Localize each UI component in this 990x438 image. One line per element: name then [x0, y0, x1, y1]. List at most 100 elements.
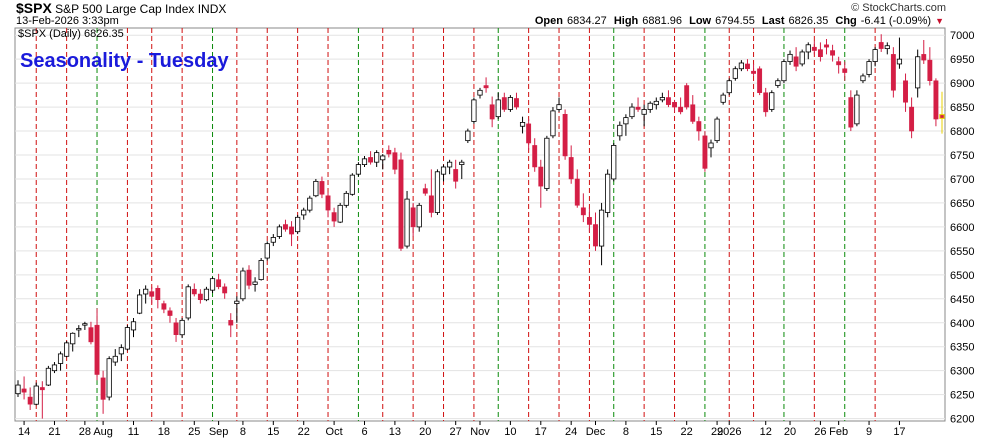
x-tick-label: 28 [79, 426, 91, 438]
candle-body [586, 217, 592, 225]
x-tick-label: Dec [586, 426, 606, 438]
candle-body [890, 54, 896, 91]
candle-body [519, 122, 526, 127]
low-label: Low [689, 15, 712, 27]
candle-body [550, 110, 556, 137]
x-tick-label: 2026 [717, 426, 741, 438]
candle-body [623, 117, 629, 125]
candle-body [149, 291, 155, 297]
candle-body [848, 97, 854, 128]
candle-body [781, 61, 787, 82]
candle-body [203, 288, 210, 301]
candle-body [568, 157, 574, 180]
y-tick-label: 6450 [950, 294, 974, 306]
candle-body [811, 46, 817, 51]
x-tick-label: 26 [814, 426, 826, 438]
x-tick-label: Nov [470, 426, 490, 438]
overlay-title: Seasonality - Tuesday [20, 50, 229, 72]
candle-body [635, 106, 641, 110]
candle-body [939, 114, 945, 119]
candle-body [544, 137, 550, 189]
candle-body [708, 142, 714, 149]
symbol-title: $SPX S&P 500 Large Cap Index INDX [16, 0, 226, 16]
candle-body [453, 169, 459, 182]
y-tick-label: 6850 [950, 102, 974, 114]
candle-body [538, 166, 544, 187]
candle-body [495, 99, 501, 118]
y-tick-label: 6200 [950, 414, 974, 426]
candle-body [307, 197, 313, 211]
candle-body [39, 387, 45, 391]
candle-body [854, 94, 860, 125]
index-name: S&P 500 Large Cap Index [55, 2, 195, 16]
candle-body [368, 157, 374, 163]
candle-body [574, 178, 580, 206]
candle-body [331, 212, 337, 222]
y-tick-label: 6300 [950, 366, 974, 378]
candle-body [836, 61, 842, 66]
x-tick-label: 11 [128, 426, 139, 438]
exchange: INDX [197, 2, 227, 16]
candle-body [386, 149, 392, 155]
candle-body [319, 181, 325, 195]
candle-body [514, 98, 519, 108]
candle-body [45, 367, 51, 386]
candle-body [337, 204, 343, 223]
x-tick-label: 21 [48, 426, 60, 438]
candle-body [422, 188, 428, 194]
x-tick-label: Sep [209, 426, 229, 438]
open-value: 6834.27 [566, 15, 607, 27]
candle-body [270, 237, 276, 243]
candle-body [830, 50, 836, 56]
candle-body [933, 80, 939, 120]
y-tick-label: 6600 [950, 222, 974, 234]
candle-body [398, 159, 404, 249]
candle-body [745, 63, 750, 69]
candle-body [678, 106, 684, 113]
candle-body [246, 269, 252, 286]
candle-body [629, 106, 635, 118]
x-tick-label: 22 [681, 426, 693, 438]
candle-body [88, 327, 94, 343]
candle-body [167, 310, 173, 316]
y-tick-label: 6650 [950, 198, 974, 210]
candle-body [234, 300, 240, 304]
candle-body [179, 319, 185, 336]
candle-body [672, 102, 677, 108]
x-tick-label: 9 [866, 426, 872, 438]
candle-body [805, 44, 811, 53]
x-tick-label: 20 [784, 426, 796, 438]
candle-body [799, 51, 805, 65]
candle-body [27, 396, 33, 405]
candle-body [611, 145, 617, 180]
candle-body [76, 328, 82, 331]
candle-body [295, 216, 301, 233]
candle-body [824, 44, 829, 48]
candle-body [222, 286, 228, 294]
candle-body [884, 45, 890, 50]
y-tick-label: 6900 [950, 78, 974, 90]
x-tick-label: 14 [18, 426, 30, 438]
candle-body [501, 97, 507, 110]
candle-body [751, 70, 756, 74]
x-tick-label: 24 [565, 426, 577, 438]
x-tick-label: Feb [829, 426, 848, 438]
candle-body [763, 92, 769, 113]
candle-body [252, 281, 258, 285]
symbol: $SPX [16, 0, 52, 16]
candle-body [106, 358, 112, 398]
candle-body [927, 59, 933, 81]
candle-body [465, 130, 471, 142]
candle-body [860, 75, 866, 82]
quote-datetime: 13-Feb-2026 3:33pm [16, 15, 119, 27]
candle-body [130, 321, 137, 331]
candle-body [459, 161, 465, 165]
candle-body [185, 286, 191, 319]
candle-body [915, 56, 921, 89]
candle-body [33, 385, 39, 405]
candle-body [191, 288, 197, 295]
candle-body [276, 226, 282, 237]
candle-body [562, 114, 568, 157]
candle-body [787, 53, 793, 62]
candle-body [240, 270, 246, 300]
